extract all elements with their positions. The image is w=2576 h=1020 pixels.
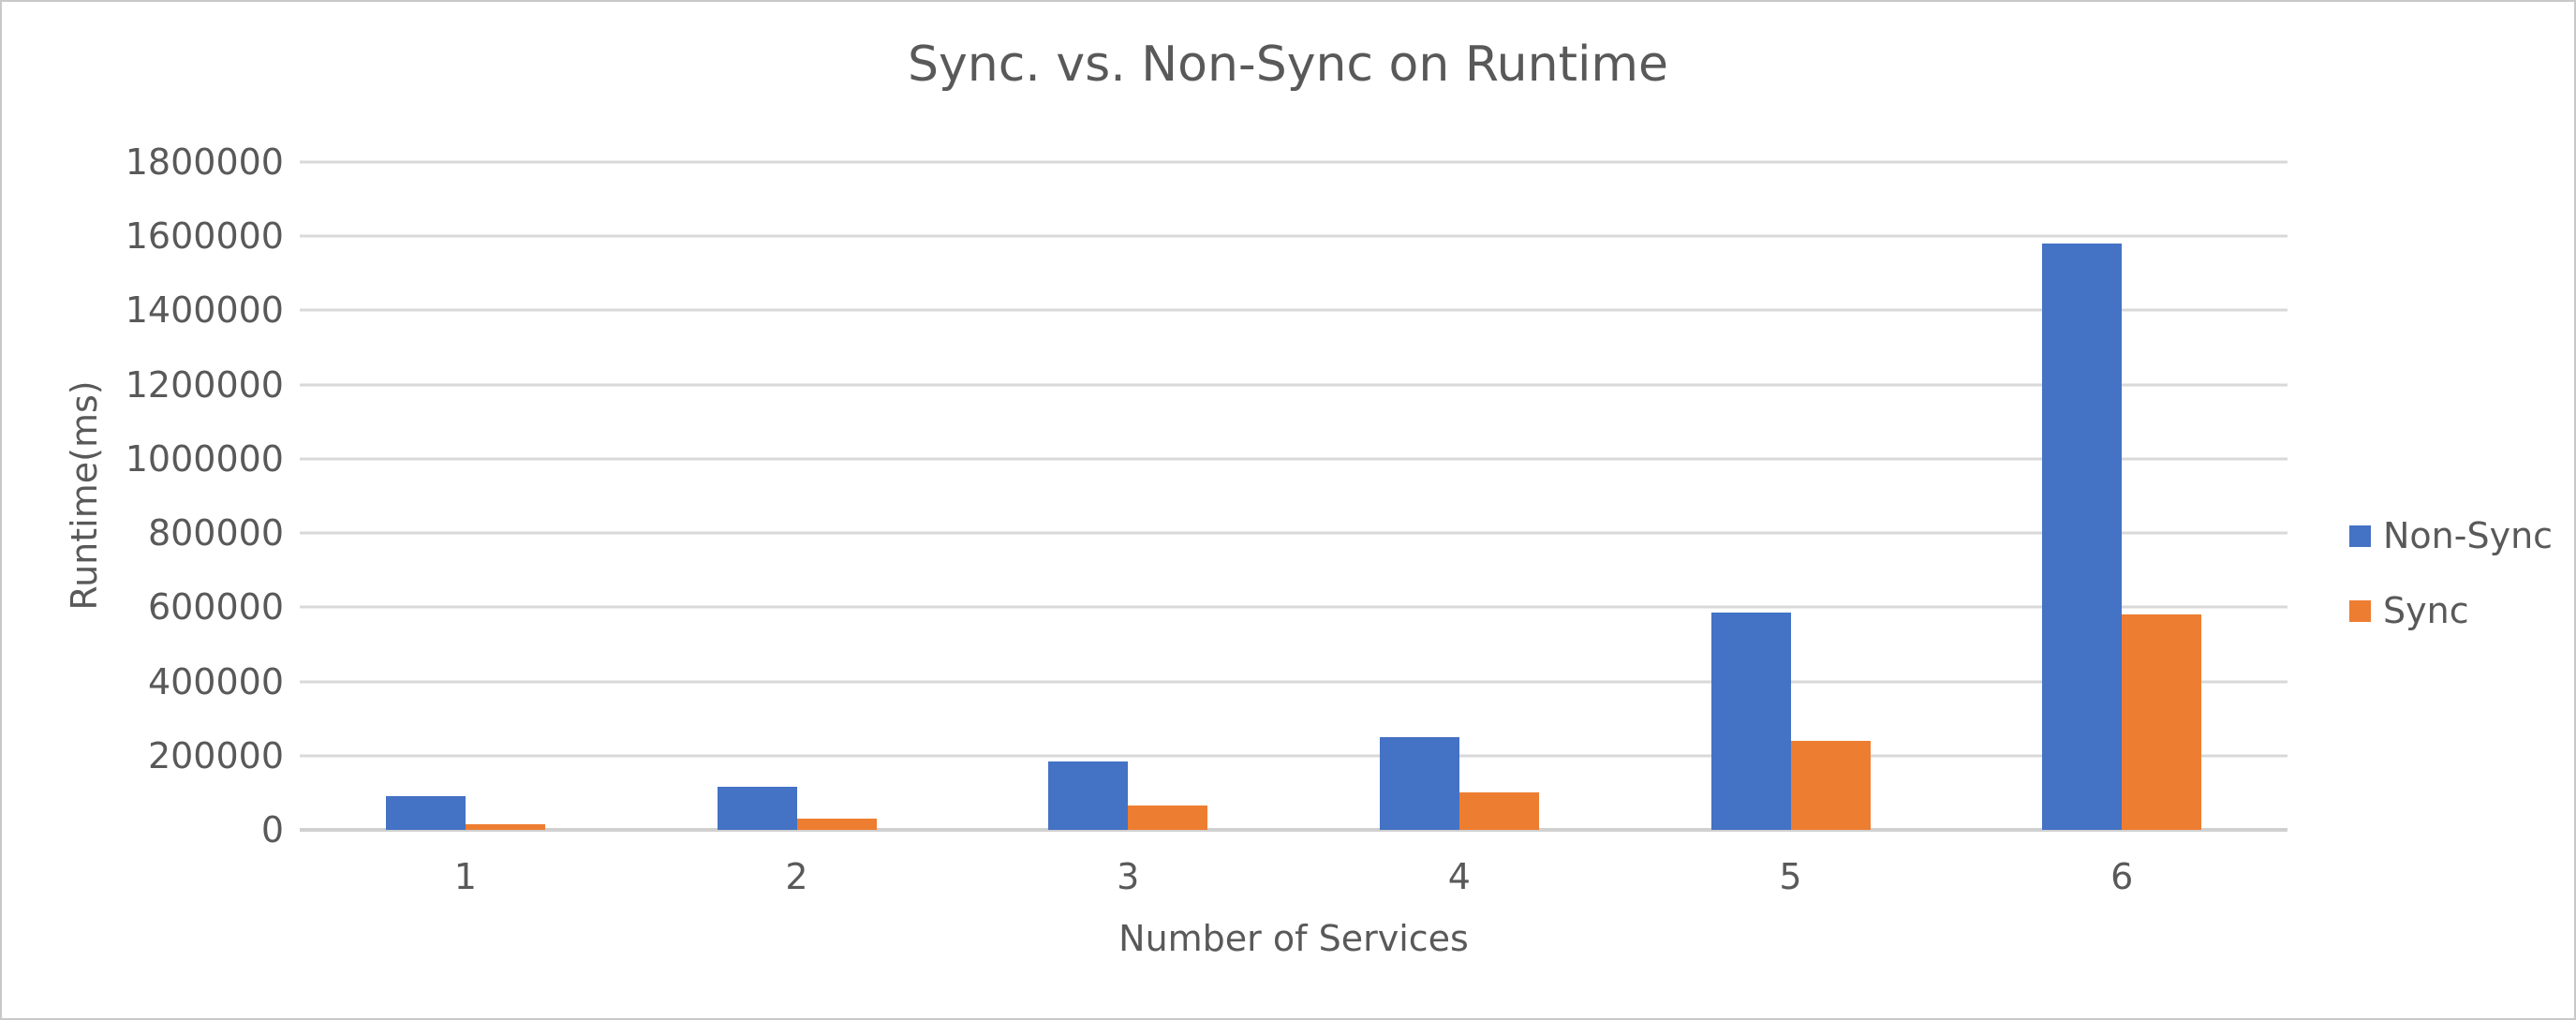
gridline xyxy=(300,234,2287,238)
gridline xyxy=(300,160,2287,164)
y-axis-title: Runtime(ms) xyxy=(64,380,105,611)
legend-item-non-sync: Non-Sync xyxy=(2349,515,2553,556)
plot-area xyxy=(300,160,2287,832)
gridline xyxy=(300,308,2287,312)
gridline xyxy=(300,680,2287,684)
legend: Non-Sync Sync xyxy=(2349,515,2553,631)
bar-sync-cat2 xyxy=(796,819,877,830)
x-tick-label: 2 xyxy=(785,856,808,897)
x-tick-label: 1 xyxy=(453,856,477,897)
y-tick-label: 400000 xyxy=(147,660,284,702)
x-tick-label: 6 xyxy=(2110,856,2134,897)
legend-item-sync: Sync xyxy=(2349,590,2553,631)
bar-non-sync-cat4 xyxy=(1379,736,1459,830)
y-tick-label: 1600000 xyxy=(125,215,284,258)
x-tick-label: 5 xyxy=(1779,856,1802,897)
bar-sync-cat5 xyxy=(1790,740,1871,830)
bar-non-sync-cat1 xyxy=(385,796,466,830)
legend-swatch-sync xyxy=(2349,599,2371,622)
y-tick-label: 1800000 xyxy=(125,141,284,183)
gridline xyxy=(300,605,2287,609)
gridline xyxy=(300,457,2287,461)
x-axis-line xyxy=(300,828,2287,832)
bar-non-sync-cat5 xyxy=(1710,613,1791,830)
y-tick-label: 800000 xyxy=(147,512,284,554)
bar-non-sync-cat3 xyxy=(1048,761,1129,830)
chart-title: Sync. vs. Non-Sync on Runtime xyxy=(907,37,1669,93)
bar-sync-cat1 xyxy=(465,824,545,830)
y-tick-label: 600000 xyxy=(147,586,284,628)
y-tick-label: 1200000 xyxy=(125,363,284,406)
bar-non-sync-cat2 xyxy=(717,787,797,830)
y-tick-label: 200000 xyxy=(147,734,284,776)
y-tick-label: 1000000 xyxy=(125,437,284,480)
y-tick-label: 0 xyxy=(260,809,284,850)
legend-label-non-sync: Non-Sync xyxy=(2383,515,2554,556)
bar-sync-cat6 xyxy=(2122,614,2202,830)
legend-label-sync: Sync xyxy=(2383,590,2469,631)
x-tick-label: 4 xyxy=(1447,856,1471,897)
gridline xyxy=(300,754,2287,758)
gridline xyxy=(300,383,2287,387)
x-axis-title: Number of Services xyxy=(1118,918,1469,959)
bar-sync-cat3 xyxy=(1128,806,1208,830)
x-tick-label: 3 xyxy=(1117,856,1140,897)
bar-non-sync-cat6 xyxy=(2042,244,2123,830)
gridline xyxy=(300,531,2287,535)
legend-swatch-non-sync xyxy=(2349,525,2371,547)
y-tick-label: 1400000 xyxy=(125,289,284,332)
bar-sync-cat4 xyxy=(1458,792,1539,830)
